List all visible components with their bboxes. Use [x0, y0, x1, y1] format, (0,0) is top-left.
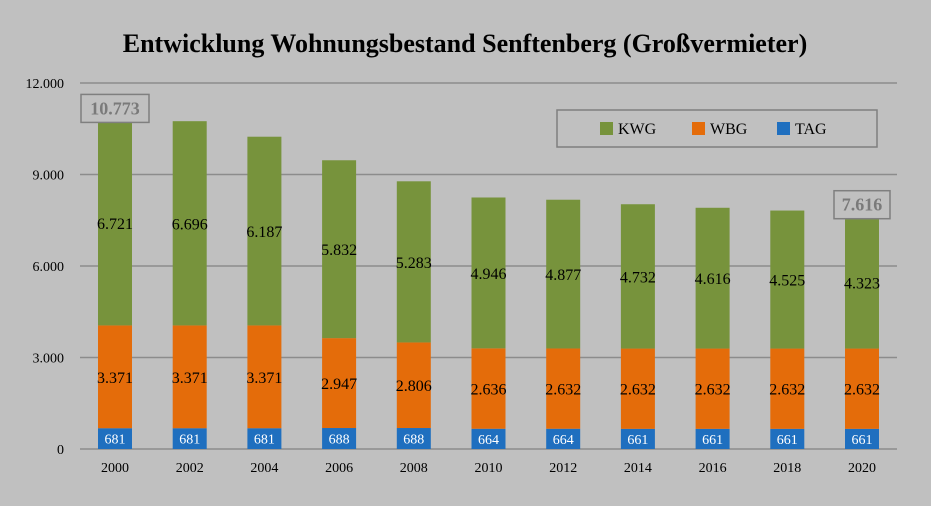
data-label-wbg: 2.632	[545, 382, 581, 399]
bar-kwg	[98, 120, 132, 326]
data-label-tag: 661	[627, 433, 648, 448]
bar-tag	[695, 428, 730, 449]
total-callout-label: 10.773	[90, 98, 140, 118]
bar-wbg	[322, 338, 357, 429]
data-label-kwg: 4.323	[844, 276, 880, 293]
bar-tag	[396, 428, 431, 449]
bar-wbg	[546, 348, 581, 429]
bar-wbg	[620, 348, 655, 429]
y-tick-label: 0	[57, 443, 64, 458]
x-tick-label: 2012	[549, 461, 577, 476]
bar-tag	[620, 428, 655, 449]
bar-kwg	[620, 204, 655, 349]
data-label-wbg: 2.806	[396, 378, 432, 395]
chart-title: Entwicklung Wohnungsbestand Senftenberg …	[123, 29, 807, 58]
data-label-kwg: 4.616	[695, 271, 731, 288]
legend-swatch-wbg	[692, 122, 705, 135]
y-tick-label: 3.000	[33, 352, 65, 367]
bar-wbg	[247, 325, 282, 429]
bar-wbg	[471, 348, 506, 429]
data-label-kwg: 4.732	[620, 269, 656, 286]
bar-tag	[98, 428, 132, 449]
bar-kwg	[247, 136, 282, 326]
bar-wbg	[845, 348, 879, 429]
data-label-kwg: 6.187	[246, 224, 282, 241]
x-tick-label: 2004	[250, 461, 278, 476]
bar-tag	[247, 428, 282, 449]
bar-kwg	[695, 207, 730, 349]
legend-swatch-tag	[777, 122, 790, 135]
bar-kwg	[845, 216, 879, 349]
data-label-tag: 688	[403, 433, 424, 448]
x-tick-label: 2018	[773, 461, 801, 476]
bar-kwg	[546, 199, 581, 349]
data-label-kwg: 5.283	[396, 255, 432, 272]
bar-wbg	[172, 325, 207, 429]
data-label-tag: 661	[777, 433, 798, 448]
legend-label-tag: TAG	[795, 121, 827, 138]
bar-tag	[172, 428, 207, 449]
legend-label-kwg: KWG	[618, 121, 657, 138]
bar-kwg	[396, 181, 431, 343]
bar-tag	[845, 428, 879, 449]
data-label-kwg: 4.946	[471, 266, 507, 283]
bar-kwg	[471, 197, 506, 349]
data-label-wbg: 3.371	[246, 370, 282, 387]
bar-kwg	[770, 210, 805, 349]
data-label-wbg: 3.371	[97, 370, 133, 387]
bar-kwg	[172, 121, 207, 326]
x-tick-label: 2020	[848, 461, 876, 476]
data-label-tag: 681	[105, 433, 126, 448]
bar-kwg	[322, 160, 357, 339]
data-label-kwg: 6.721	[97, 216, 133, 233]
x-tick-label: 2008	[400, 461, 428, 476]
bar-tag	[546, 428, 581, 449]
data-label-tag: 661	[852, 433, 873, 448]
data-label-tag: 664	[478, 433, 499, 448]
data-label-wbg: 2.632	[769, 382, 805, 399]
data-label-kwg: 6.696	[172, 216, 208, 233]
data-label-wbg: 2.632	[620, 382, 656, 399]
data-label-tag: 681	[179, 433, 200, 448]
x-tick-label: 2010	[475, 461, 503, 476]
x-tick-label: 2014	[624, 461, 652, 476]
y-tick-label: 12.000	[26, 77, 65, 92]
data-label-wbg: 2.947	[321, 376, 357, 393]
bar-wbg	[770, 348, 805, 429]
data-label-tag: 664	[553, 433, 574, 448]
x-tick-label: 2006	[325, 461, 353, 476]
data-label-kwg: 5.832	[321, 242, 357, 259]
bar-wbg	[98, 325, 132, 429]
bar-wbg	[695, 348, 730, 429]
y-tick-label: 6.000	[33, 260, 65, 275]
data-label-wbg: 2.632	[844, 382, 880, 399]
x-tick-label: 2016	[699, 461, 727, 476]
total-callout-box	[80, 93, 150, 124]
x-tick-label: 2002	[176, 461, 204, 476]
legend-swatch-kwg	[600, 122, 613, 135]
data-label-kwg: 4.525	[769, 273, 805, 290]
data-label-tag: 688	[329, 433, 350, 448]
data-label-tag: 681	[254, 433, 275, 448]
data-label-kwg: 4.877	[545, 267, 581, 284]
y-tick-label: 9.000	[33, 169, 65, 184]
data-label-wbg: 2.636	[471, 382, 507, 399]
bar-wbg	[396, 342, 431, 429]
x-tick-label: 2000	[101, 461, 129, 476]
bar-tag	[770, 428, 805, 449]
bar-tag	[322, 428, 357, 449]
data-label-wbg: 2.632	[695, 382, 731, 399]
bar-tag	[471, 428, 506, 449]
legend-label-wbg: WBG	[710, 121, 748, 138]
total-callout-box	[833, 189, 891, 220]
data-label-wbg: 3.371	[172, 370, 208, 387]
data-label-tag: 661	[702, 433, 723, 448]
total-callout-label: 7.616	[842, 195, 883, 215]
